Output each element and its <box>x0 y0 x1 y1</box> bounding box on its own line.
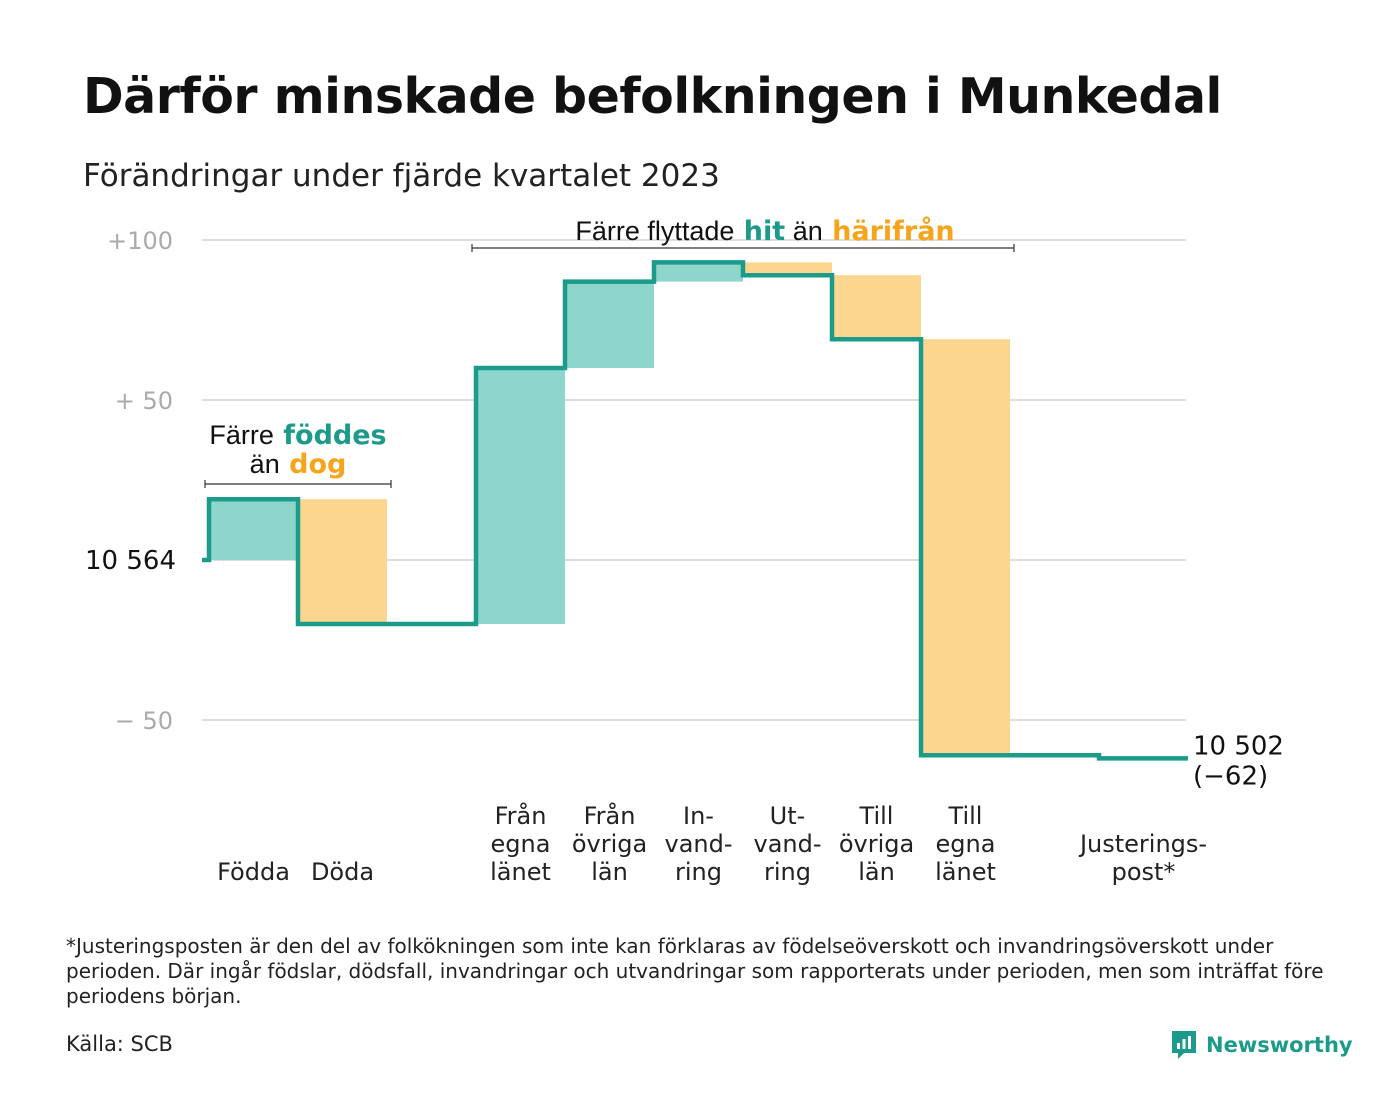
category-label: län <box>591 858 628 886</box>
outflow-bar <box>298 499 387 624</box>
category-label: ring <box>764 858 811 886</box>
annotation-word-plain: än <box>250 449 280 479</box>
category-label: egna <box>936 830 996 858</box>
category-label: Från <box>495 801 547 830</box>
annotation-word-orange: dog <box>280 449 347 480</box>
category-label: länet <box>490 858 551 886</box>
category-label: övriga <box>839 830 914 858</box>
category-label: Födda <box>217 858 290 886</box>
category-label: In- <box>683 802 714 830</box>
category-label: Justerings- <box>1078 830 1207 858</box>
category-label: Ut- <box>770 802 806 830</box>
step-line-path <box>202 260 1188 761</box>
grid-lines: +100 + 50 10 564 − 50 <box>85 227 1186 735</box>
category-label: Till <box>859 802 894 830</box>
category-label: Från <box>584 801 636 830</box>
category-label: län <box>858 858 895 886</box>
category-label: egna <box>491 830 551 858</box>
category-label: vand- <box>753 830 821 858</box>
category-label: övriga <box>572 830 647 858</box>
annotation-word-plain: Färre <box>209 420 274 450</box>
brand-logo: Newsworthy <box>1170 1028 1353 1062</box>
outflow-bar <box>832 275 921 340</box>
newsworthy-logo-icon <box>1172 1031 1196 1059</box>
footnote: *Justeringsposten är den del av folkökni… <box>66 934 1324 1008</box>
source-note: Källa: SCB <box>66 1032 173 1056</box>
annotation-text: Färre föddes <box>209 420 386 451</box>
end-value-label: 10 502 <box>1193 731 1284 761</box>
category-label: vand- <box>664 830 732 858</box>
category-label: post* <box>1112 858 1176 886</box>
y-tick-label: + 50 <box>115 387 173 415</box>
annotation-word-plain: Färre flyttade <box>575 216 734 246</box>
outflow-bar <box>921 339 1010 756</box>
annotation-word-orange: härifrån <box>823 215 955 247</box>
step-line <box>202 260 1188 761</box>
inflow-bar <box>209 499 298 560</box>
category-label: Döda <box>311 858 374 886</box>
chart-title: Därför minskade befolkningen i Munkedal <box>83 68 1222 125</box>
end-value-label: (−62) <box>1193 761 1268 791</box>
inflow-bar <box>654 262 743 282</box>
y-tick-label: +100 <box>107 227 173 255</box>
annotation-word-plain: än <box>785 216 823 246</box>
bar-fills <box>209 262 1010 756</box>
baseline-label: 10 564 <box>85 546 176 576</box>
inflow-bar <box>476 368 565 624</box>
annotation-word-teal: hit <box>734 216 785 247</box>
inflow-bar <box>565 281 654 368</box>
annotation-text: än dog <box>250 449 347 480</box>
category-label: Till <box>948 802 983 830</box>
y-tick-label: − 50 <box>115 707 173 735</box>
category-label: ring <box>675 858 722 886</box>
chart-subtitle: Förändringar under fjärde kvartalet 2023 <box>83 158 720 194</box>
category-label: länet <box>935 858 996 886</box>
category-labels: Födda DödaFrånegnalänetFrånövrigalänIn-va… <box>217 731 1284 886</box>
outflow-bar <box>743 262 832 276</box>
brand-name: Newsworthy <box>1206 1033 1353 1057</box>
annotation-word-teal: föddes <box>274 420 387 451</box>
annotation-text: Färre flyttade hit än härifrån <box>575 215 954 247</box>
